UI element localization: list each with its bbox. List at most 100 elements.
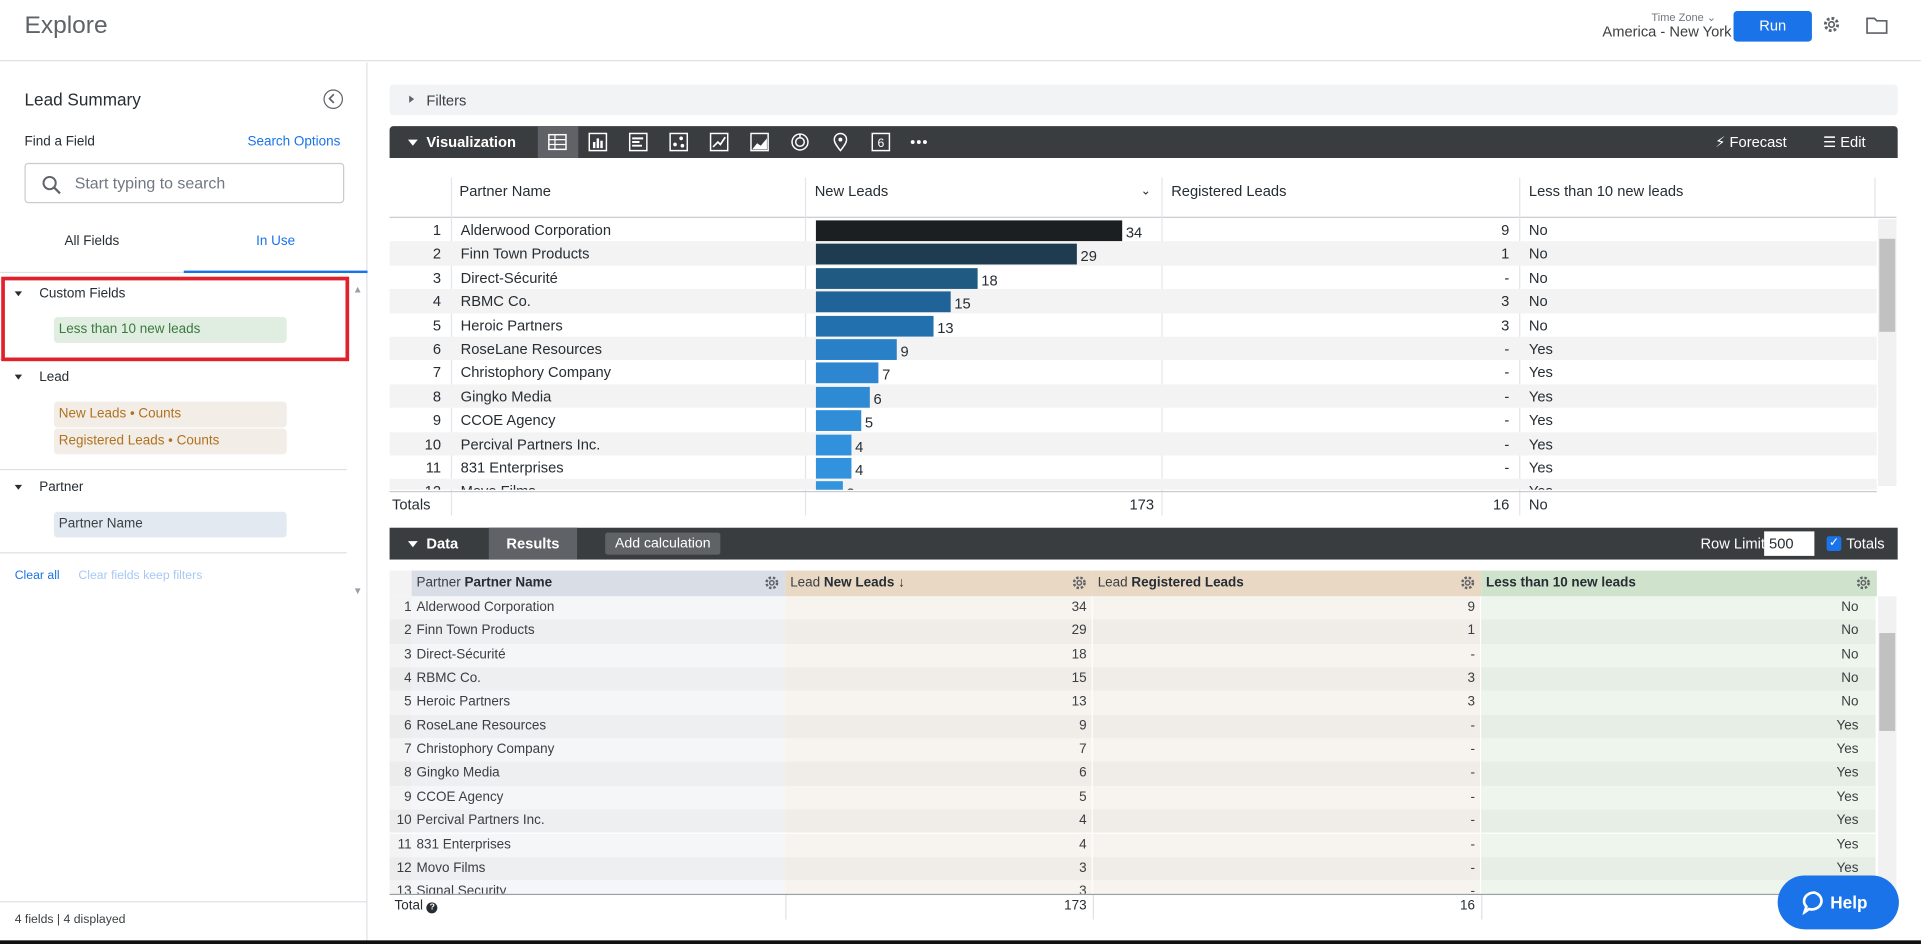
data-row: 10 Percival Partners Inc. 4- Yes: [389, 809, 1877, 834]
more-icon[interactable]: [909, 132, 929, 152]
caret-down-icon: [14, 484, 23, 490]
timezone-label[interactable]: Time Zone ⌄: [1651, 11, 1717, 24]
search-options-link[interactable]: Search Options: [247, 134, 341, 150]
group-partner[interactable]: Partner: [14, 480, 83, 495]
new-leads-bar: [815, 481, 843, 490]
chevron-down-icon[interactable]: ⌄: [1140, 184, 1151, 199]
forecast-button[interactable]: ⚡ Forecast: [1715, 133, 1787, 151]
less-than-10-value: No: [1481, 619, 1876, 644]
new-leads-value: 6: [873, 390, 882, 408]
scrollbar-thumb[interactable]: [1879, 633, 1896, 731]
gear-icon[interactable]: [763, 574, 780, 591]
data-header-new-leads[interactable]: Lead New Leads ↓: [785, 570, 1093, 597]
new-leads-bar: [815, 434, 852, 455]
map-pin-icon[interactable]: [831, 132, 851, 152]
partner-name: RoseLane Resources: [411, 714, 786, 739]
row-number: 9: [389, 785, 412, 810]
viz-scrollbar[interactable]: [1878, 219, 1897, 487]
visualization-label[interactable]: Visualization: [426, 133, 516, 151]
data-header-less-than-10[interactable]: Less than 10 new leads: [1481, 570, 1877, 597]
visualization-toolbar: Visualization 6 ⚡ Forecast ☰ Edit: [389, 126, 1898, 158]
row-number: 5: [389, 691, 412, 715]
caret-down-icon[interactable]: [407, 139, 418, 146]
single-value-icon[interactable]: 6: [871, 132, 891, 152]
edit-button[interactable]: ☰ Edit: [1822, 133, 1866, 151]
data-header-partner-name[interactable]: Partner Partner Name: [411, 570, 786, 597]
data-row: 1 Alderwood Corporation 34 9 No: [389, 596, 1877, 620]
row-number: 3: [389, 643, 412, 668]
help-circle-icon[interactable]: ?: [426, 902, 438, 914]
forecast-icon: ⚡: [1715, 133, 1730, 151]
totals-checkbox-label[interactable]: Totals: [1846, 535, 1885, 553]
scroll-up-arrow[interactable]: ▲: [352, 284, 363, 296]
selected-viz-highlight: [537, 126, 579, 158]
partner-name: Heroic Partners: [411, 691, 786, 715]
field-new-leads-counts[interactable]: New Leads • Counts: [53, 401, 287, 428]
tab-in-use[interactable]: In Use: [256, 233, 296, 249]
viz-header-registered-leads[interactable]: Registered Leads: [1171, 182, 1287, 200]
registered-leads-value: -: [1161, 483, 1509, 490]
field-search-box[interactable]: [24, 162, 345, 204]
viz-row: 8 Gingko Media 6 - Yes: [389, 384, 1877, 408]
line-chart-icon[interactable]: [709, 132, 729, 152]
scroll-down-arrow[interactable]: ▼: [352, 585, 363, 597]
group-lead[interactable]: Lead: [14, 370, 69, 384]
results-tab[interactable]: Results: [488, 527, 578, 560]
partner-name: Christophory Company: [460, 364, 611, 382]
less-than-10-value: Yes: [1481, 833, 1876, 857]
registered-leads-value: -: [1092, 738, 1480, 763]
area-chart-icon[interactable]: [750, 132, 770, 152]
folder-icon[interactable]: [1866, 16, 1888, 34]
registered-leads-value: 3: [1501, 316, 1510, 334]
viz-header-less-than-10[interactable]: Less than 10 new leads: [1528, 182, 1684, 200]
partner-name: CCOE Agency: [460, 411, 556, 429]
less-than-10-value: No: [1528, 245, 1548, 263]
caret-down-icon: [14, 291, 23, 297]
pie-chart-icon[interactable]: [790, 132, 810, 152]
viz-row: 10 Percival Partners Inc. 4 - Yes: [389, 431, 1877, 456]
partner-name: Christophory Company: [411, 738, 786, 763]
run-button[interactable]: Run: [1733, 11, 1812, 42]
group-custom-fields[interactable]: Custom Fields: [14, 287, 125, 301]
scrollbar-thumb[interactable]: [1879, 238, 1896, 332]
column-chart-icon[interactable]: [588, 132, 608, 152]
filters-section[interactable]: Filters: [389, 84, 1898, 116]
totals-checkbox[interactable]: ✓: [1826, 536, 1842, 551]
viz-header-partner-name[interactable]: Partner Name: [459, 182, 551, 200]
clear-all-link[interactable]: Clear all: [14, 569, 60, 583]
registered-leads-value: 3: [1501, 292, 1510, 311]
tab-all-fields[interactable]: All Fields: [64, 233, 120, 249]
collapse-sidebar-icon[interactable]: [323, 89, 344, 109]
row-limit-input[interactable]: 500: [1764, 531, 1815, 556]
gear-icon[interactable]: [1459, 574, 1476, 591]
caret-down-icon[interactable]: [407, 541, 418, 548]
data-header-registered-leads[interactable]: Lead Registered Leads: [1092, 570, 1482, 597]
help-button[interactable]: Help: [1777, 875, 1899, 930]
total-registered-leads: 16: [1460, 898, 1476, 914]
add-calculation-button[interactable]: Add calculation: [605, 532, 721, 555]
registered-leads-value: -: [1092, 880, 1480, 894]
scatter-icon[interactable]: [669, 132, 689, 152]
new-leads-value: 5: [864, 414, 874, 432]
less-than-10-value: Yes: [1481, 785, 1876, 810]
table-icon[interactable]: [548, 132, 568, 152]
viz-header-new-leads[interactable]: New Leads: [814, 182, 889, 200]
new-leads-value: 29: [785, 619, 1092, 644]
field-partner-name[interactable]: Partner Name: [53, 511, 287, 538]
gear-icon[interactable]: [1071, 574, 1088, 591]
timezone-select[interactable]: America - New York: [1602, 23, 1732, 41]
gear-icon[interactable]: [1855, 574, 1872, 591]
data-scrollbar[interactable]: [1878, 596, 1897, 892]
new-leads-value: 13: [785, 691, 1092, 715]
gear-icon[interactable]: [1822, 15, 1842, 35]
partner-name: Percival Partners Inc.: [460, 435, 601, 453]
field-less-than-10-new-leads[interactable]: Less than 10 new leads: [53, 317, 287, 343]
new-leads-value: 18: [785, 643, 1092, 668]
field-registered-leads-counts[interactable]: Registered Leads • Counts: [53, 428, 287, 455]
clear-fields-keep-filters-link[interactable]: Clear fields keep filters: [78, 569, 203, 583]
viz-rows: 1 Alderwood Corporation 34 9 No 2 Finn Town Pr…: [389, 218, 1877, 490]
bar-chart-icon[interactable]: [628, 132, 648, 152]
less-than-10-value: Yes: [1481, 809, 1876, 834]
search-input[interactable]: [74, 173, 320, 193]
data-label[interactable]: Data: [426, 535, 459, 553]
